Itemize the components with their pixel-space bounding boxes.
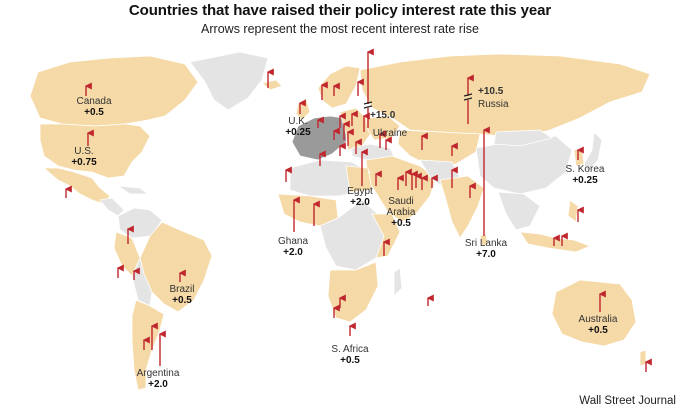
label-canada: Canada +0.5	[76, 96, 111, 118]
label-ukraine-value: +15.0	[370, 110, 396, 121]
label-brazil: Brazil +0.5	[169, 284, 194, 306]
region-india	[439, 175, 485, 239]
label-skorea-name: S. Korea	[565, 164, 605, 175]
region-central-america	[99, 197, 125, 217]
label-us-value: +0.75	[71, 157, 97, 168]
label-argentina-value: +2.0	[148, 379, 168, 390]
region-russia	[359, 53, 651, 139]
label-canada-name: Canada	[76, 96, 112, 107]
chart-subtitle: Arrows represent the most recent interes…	[201, 22, 479, 36]
break-mark-russia-2	[463, 97, 473, 101]
label-safrica-value: +0.5	[340, 355, 360, 366]
label-saudi-value: +0.5	[391, 218, 411, 229]
label-safrica-name: S. Africa	[331, 344, 369, 355]
label-us-name: U.S.	[74, 146, 94, 157]
region-southern-africa	[327, 261, 379, 323]
label-brazil-name: Brazil	[169, 284, 195, 295]
label-saudi: Saudi Arabia +0.5	[379, 196, 423, 229]
region-philippines	[567, 199, 579, 223]
region-canada	[29, 55, 199, 127]
label-skorea-value: +0.25	[572, 175, 598, 186]
label-ukraine-name: Ukraine	[372, 128, 408, 139]
label-australia-name: Australia	[578, 314, 618, 325]
label-uk: U.K. +0.25	[285, 116, 310, 138]
break-mark-russia	[463, 93, 473, 97]
label-skorea: S. Korea +0.25	[566, 164, 605, 186]
label-brazil-value: +0.5	[172, 295, 192, 306]
chart-title: Countries that have raised their policy …	[128, 2, 552, 19]
label-srilanka: Sri Lanka +7.0	[465, 238, 507, 260]
region-west-africa	[277, 193, 339, 227]
region-egypt	[345, 165, 373, 193]
region-japan	[583, 131, 603, 173]
label-australia-value: +0.5	[588, 325, 608, 336]
region-caribbean	[117, 185, 149, 195]
label-ghana: Ghana +2.0	[278, 236, 308, 258]
source-credit: Wall Street Journal	[579, 395, 676, 407]
break-mark-ukraine-2	[363, 105, 373, 109]
label-canada-value: +0.5	[84, 107, 104, 118]
region-indonesia	[519, 231, 591, 253]
label-egypt-value: +2.0	[350, 197, 370, 208]
label-argentina-name: Argentina	[136, 368, 180, 379]
region-central-asia	[397, 129, 481, 167]
label-egypt-name: Egypt	[347, 186, 373, 197]
label-saudi-name: Saudi Arabia	[386, 196, 416, 218]
region-greenland	[189, 51, 269, 111]
region-se-asia	[497, 191, 541, 231]
label-egypt: Egypt +2.0	[347, 186, 373, 208]
label-ghana-value: +2.0	[283, 247, 303, 258]
label-russia-value: +10.5	[478, 86, 504, 97]
label-russia-name: Russia	[478, 99, 509, 110]
region-euro-area	[291, 115, 351, 161]
region-australia	[551, 279, 637, 347]
label-us: U.S. +0.75	[71, 146, 96, 168]
region-iceland	[261, 79, 283, 91]
region-new-zealand	[639, 349, 647, 367]
label-srilanka-name: Sri Lanka	[464, 238, 508, 249]
region-scandinavia	[317, 65, 361, 109]
label-srilanka-value: +7.0	[476, 249, 496, 260]
region-mongolia	[493, 129, 553, 147]
label-uk-value: +0.25	[285, 127, 311, 138]
region-east-africa	[371, 213, 401, 259]
region-usa	[39, 123, 151, 179]
break-mark-ukraine	[363, 101, 373, 105]
label-ghana-name: Ghana	[277, 236, 309, 247]
label-uk-name: U.K.	[288, 116, 308, 127]
label-argentina: Argentina +2.0	[137, 368, 180, 390]
label-australia: Australia +0.5	[579, 314, 618, 336]
label-safrica: S. Africa +0.5	[331, 344, 368, 366]
region-madagascar	[393, 267, 403, 297]
